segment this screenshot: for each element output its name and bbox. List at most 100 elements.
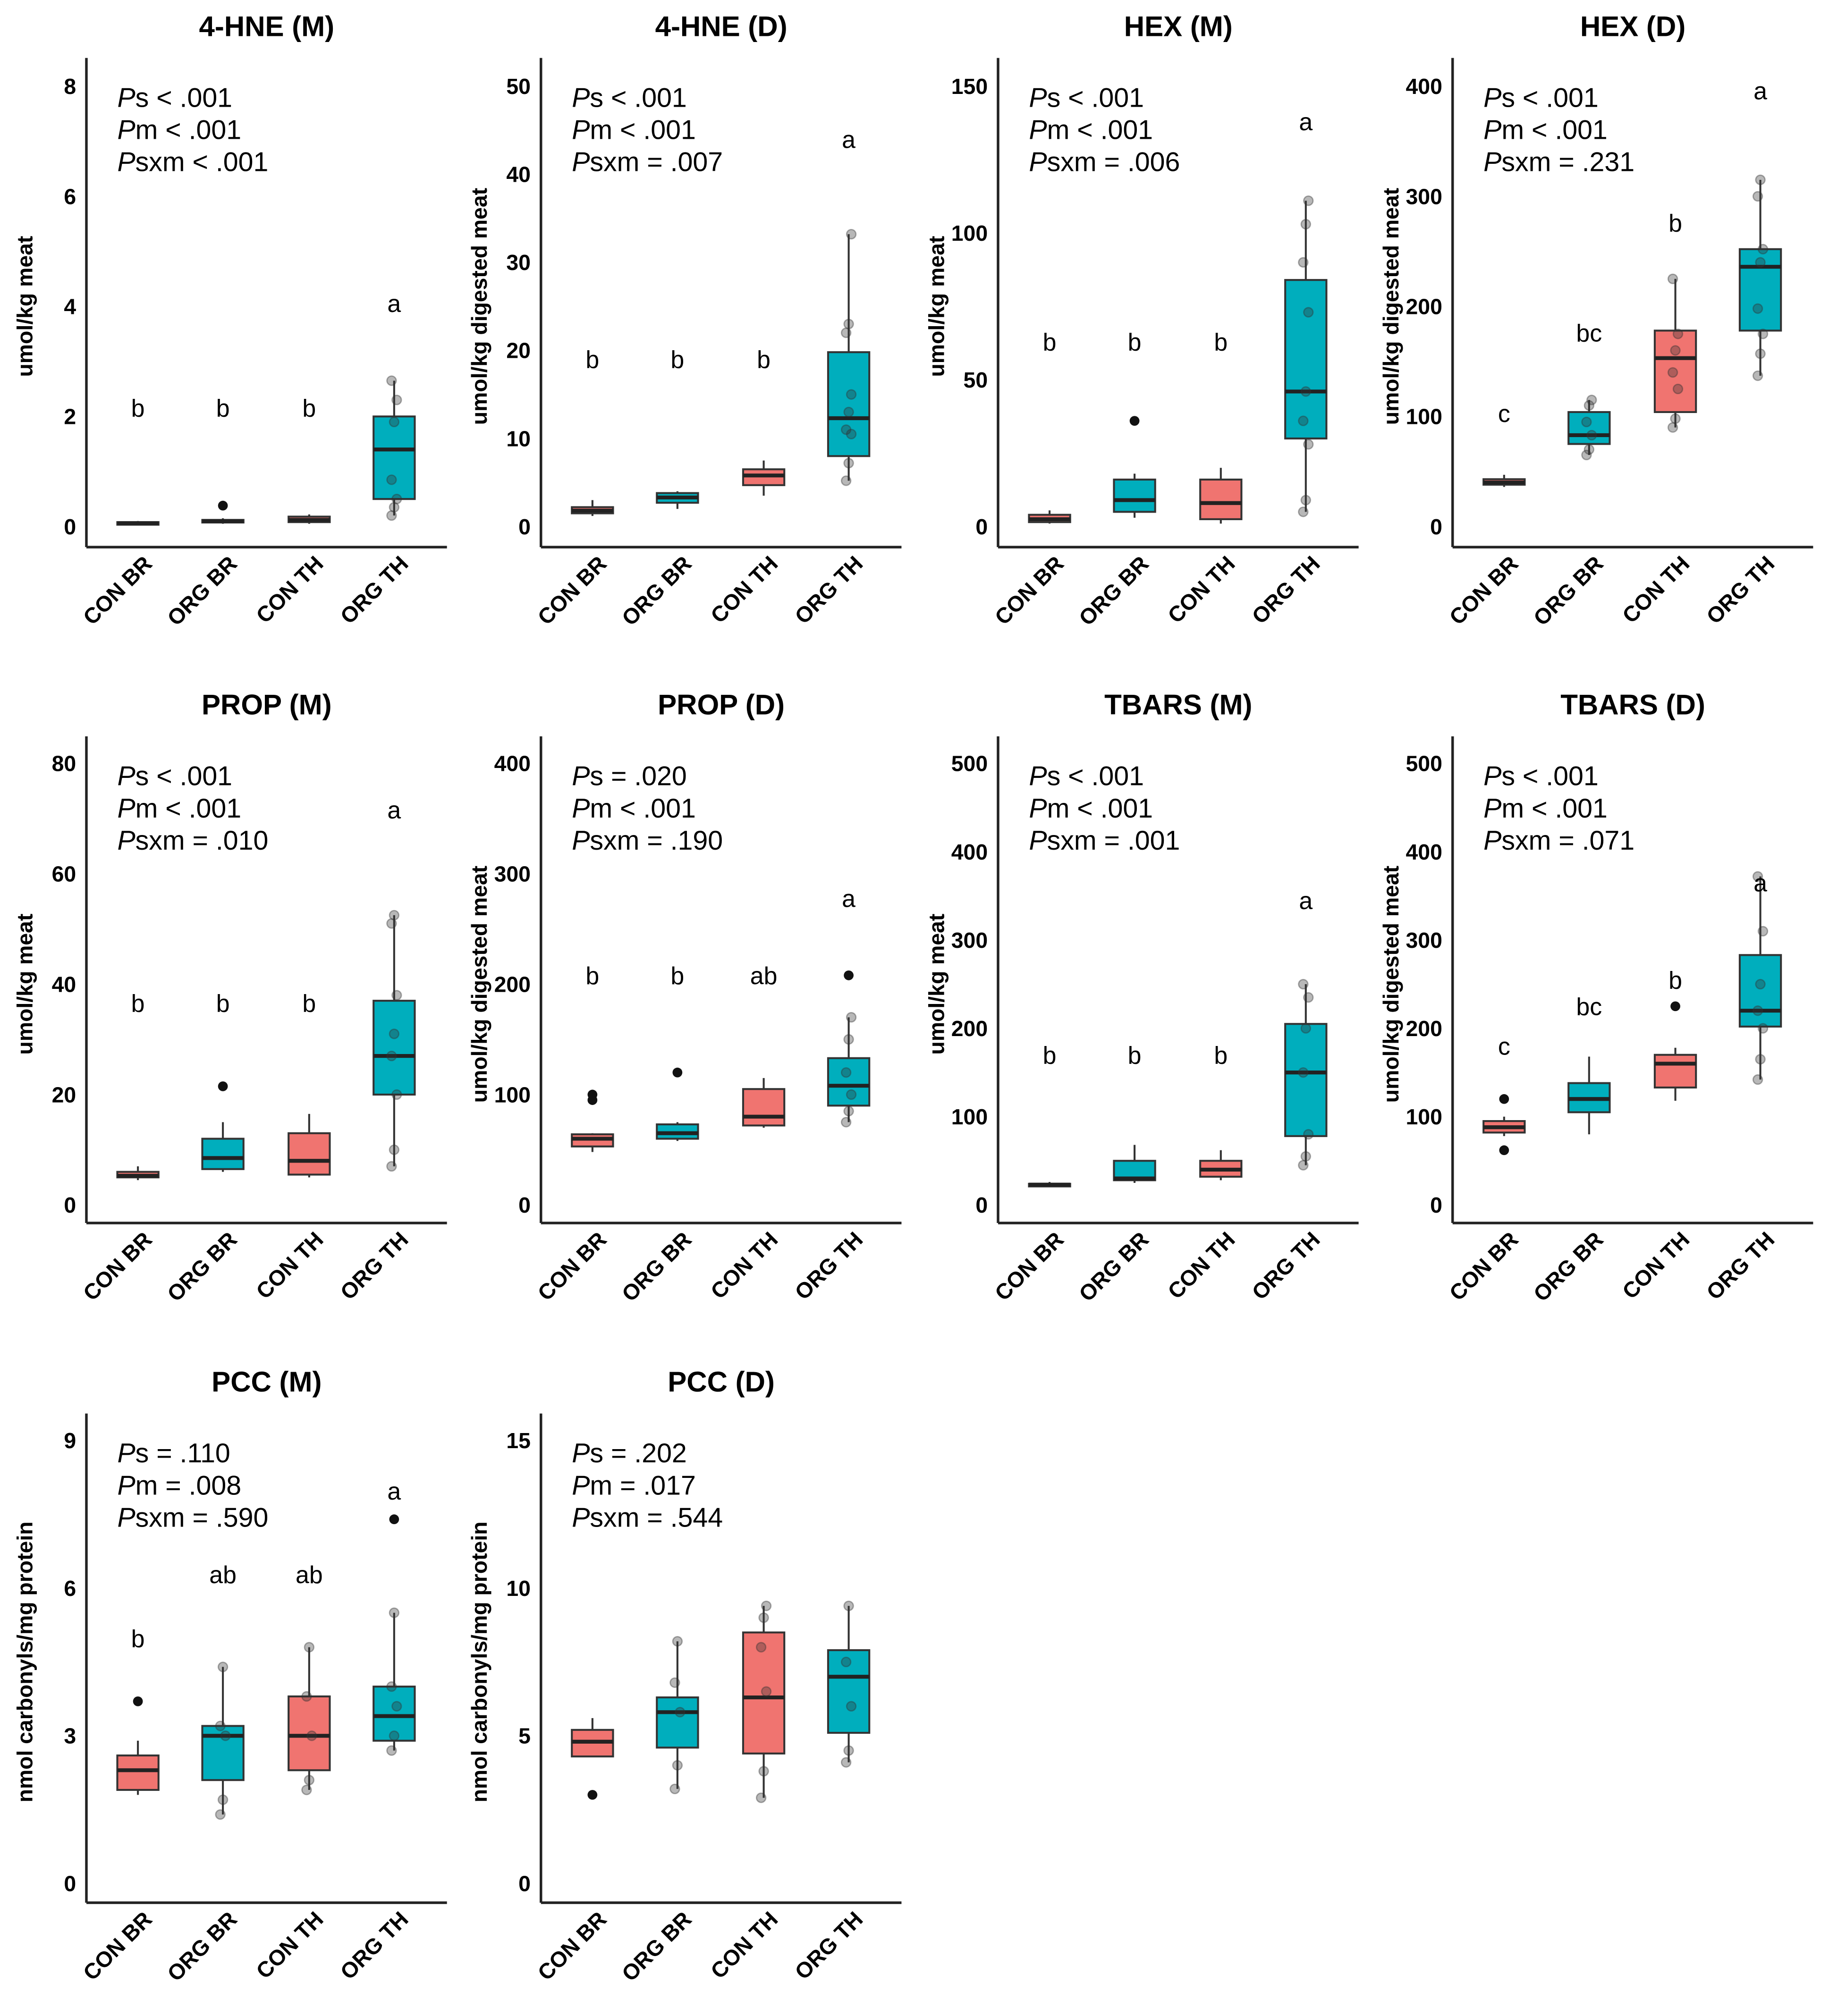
box: [742, 1631, 786, 1755]
box: [1653, 329, 1697, 413]
data-point: [386, 1050, 397, 1062]
box: [201, 1138, 245, 1170]
p-value: = .590: [185, 1503, 269, 1533]
data-point: [391, 990, 402, 1001]
data-point: [669, 1677, 680, 1688]
significance-letter: b: [216, 394, 230, 422]
data-point: [840, 327, 852, 338]
data-point: [391, 1089, 402, 1100]
data-point: [755, 1642, 767, 1653]
x-tick-label: ORG TH: [335, 1906, 413, 1984]
x-tick-label: CON BR: [990, 551, 1068, 630]
y-tick-label: 100: [494, 1082, 531, 1107]
data-point: [1757, 1023, 1769, 1034]
p-subscript: s: [1047, 83, 1061, 113]
data-point: [1667, 273, 1678, 284]
p-subscript: s: [590, 1438, 603, 1468]
box: [373, 1686, 416, 1742]
significance-letter: b: [585, 346, 599, 373]
y-tick-label: 6: [64, 1576, 76, 1601]
data-point: [1586, 430, 1597, 441]
data-point: [1298, 415, 1309, 426]
x-tick-label: ORG TH: [335, 551, 413, 629]
p-subscript: m: [590, 793, 612, 824]
p-value-annotation: Ps < .001 Pm < .001 Psxm < .001: [117, 83, 268, 177]
p-value: = .007: [639, 147, 723, 177]
data-point: [1303, 307, 1314, 318]
x-tick-label: ORG TH: [790, 551, 867, 629]
p-subscript: m: [136, 115, 158, 145]
significance-letter: a: [1299, 887, 1313, 914]
data-point: [1755, 1054, 1766, 1065]
p-value: = .231: [1551, 147, 1635, 177]
x-tick-label: ORG BR: [617, 1227, 696, 1306]
significance-letter: b: [1669, 966, 1682, 994]
significance-letter: a: [842, 885, 855, 912]
y-tick-label: 300: [951, 928, 988, 953]
data-point: [840, 424, 852, 435]
data-point: [843, 319, 854, 329]
panel-title: 4-HNE (M): [199, 10, 335, 42]
y-tick-label: 0: [518, 1193, 531, 1217]
p-symbol: P: [1483, 826, 1501, 856]
panel-8: PCC (M) 0 3 6 9 nmol carbonyls/mg protein CON …: [12, 1366, 447, 1986]
p-value-annotation: Ps < .001 Pm < .001 Psxm = .001: [1029, 761, 1180, 856]
x-tick-label: CON TH: [1163, 1227, 1239, 1303]
y-tick-label: 150: [951, 74, 988, 99]
significance-letter: bc: [1576, 320, 1602, 347]
box: [116, 1755, 160, 1791]
data-point: [217, 1662, 229, 1672]
outlier-point: [672, 1067, 683, 1078]
p-symbol: P: [117, 1438, 135, 1468]
x-tick-label: CON TH: [706, 1906, 782, 1983]
data-point: [1752, 1005, 1763, 1016]
panel-2: HEX (M) 0 50 100 150 umol/kg meat CON BR ORG BR…: [924, 10, 1359, 631]
data-point: [386, 375, 397, 386]
p-subscript: s: [136, 83, 149, 113]
y-tick-label: 400: [1406, 840, 1442, 864]
significance-letter: b: [670, 962, 684, 989]
data-point: [675, 1707, 686, 1718]
y-tick-label: 400: [494, 751, 531, 776]
y-tick-label: 40: [506, 162, 531, 187]
y-tick-label: 80: [52, 751, 76, 776]
y-tick-label: 4: [64, 294, 76, 319]
y-tick-label: 0: [518, 1871, 531, 1896]
data-point: [389, 416, 400, 428]
p-symbol: P: [117, 793, 135, 824]
p-subscript: sxm: [590, 147, 639, 177]
y-axis-label: umol/kg digested meat: [1379, 188, 1403, 425]
outlier-point: [133, 1696, 143, 1706]
outlier-point: [218, 1081, 228, 1091]
box: [1738, 248, 1782, 332]
panel-title: 4-HNE (D): [655, 10, 788, 42]
p-subscript: s: [1047, 761, 1061, 792]
x-tick-label: CON BR: [78, 1906, 157, 1985]
y-axis-label: umol/kg digested meat: [1379, 866, 1403, 1103]
y-tick-label: 8: [64, 74, 76, 99]
p-symbol: P: [572, 793, 590, 824]
y-tick-label: 5: [518, 1724, 531, 1748]
y-tick-label: 100: [1406, 1105, 1442, 1129]
p-value: = .071: [1551, 826, 1635, 856]
box: [288, 1132, 331, 1176]
y-tick-label: 0: [1430, 515, 1442, 539]
x-tick-label: ORG TH: [1247, 551, 1324, 629]
p-symbol: P: [572, 761, 590, 792]
p-value: < .001: [158, 793, 241, 824]
p-symbol: P: [1029, 115, 1047, 145]
panel-5: PROP (D) 0 100 200 300 400 umol/kg digested me…: [467, 689, 902, 1306]
significance-letter: b: [302, 990, 316, 1017]
p-subscript: m: [590, 1470, 612, 1501]
p-subscript: sxm: [1047, 147, 1097, 177]
y-tick-label: 3: [64, 1724, 76, 1748]
p-value-annotation: Ps < .001 Pm < .001 Psxm = .071: [1483, 761, 1635, 856]
data-point: [1672, 329, 1684, 339]
x-tick-label: ORG TH: [790, 1906, 867, 1984]
p-value: < .001: [612, 793, 696, 824]
p-symbol: P: [1029, 147, 1047, 177]
p-symbol: P: [1029, 761, 1047, 792]
data-point: [389, 1607, 400, 1618]
data-point: [301, 1691, 312, 1702]
